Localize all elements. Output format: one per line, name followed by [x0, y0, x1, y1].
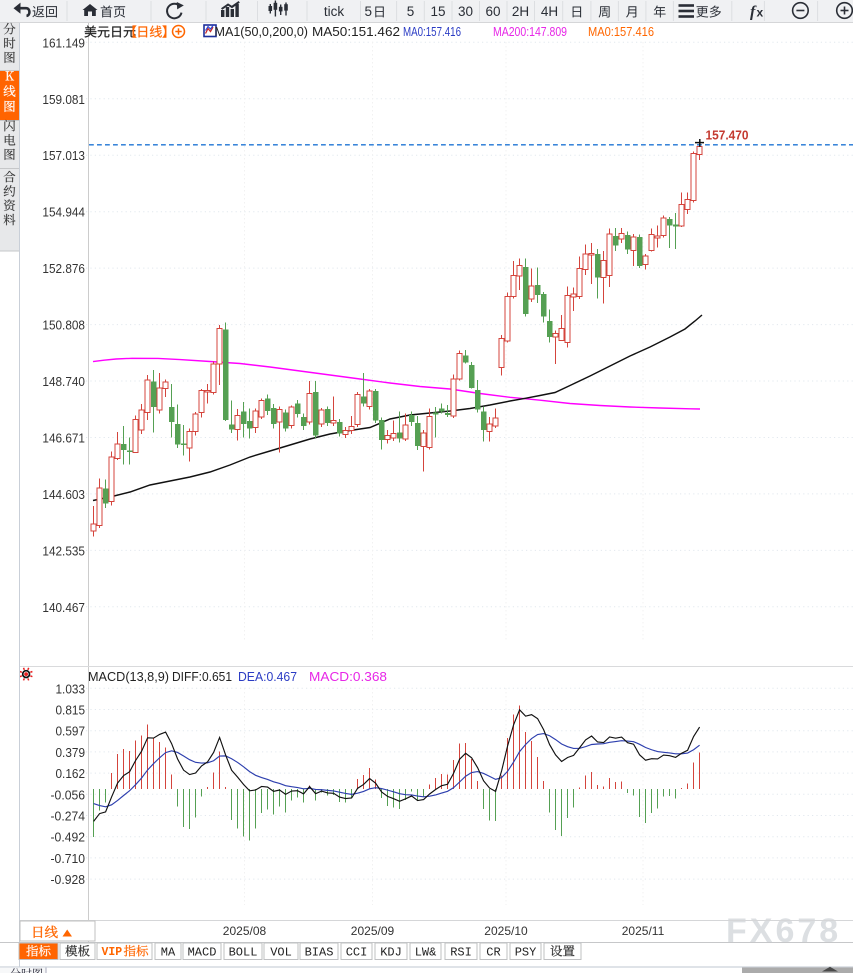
svg-text:144.603: 144.603: [42, 488, 85, 502]
svg-text:146.671: 146.671: [42, 432, 85, 446]
svg-text:30: 30: [458, 4, 473, 19]
svg-text:148.740: 148.740: [42, 375, 85, 389]
svg-text:15: 15: [430, 4, 445, 19]
svg-text:f: f: [750, 4, 757, 21]
svg-text:161.149: 161.149: [42, 36, 85, 50]
svg-text:DEA:0.467: DEA:0.467: [238, 669, 297, 684]
svg-text:157.470: 157.470: [706, 128, 749, 143]
svg-text:CCI: CCI: [346, 946, 368, 960]
svg-text:MA1(50,0,200,0): MA1(50,0,200,0): [215, 24, 309, 39]
svg-text:VIP: VIP: [102, 946, 123, 959]
svg-text:VOL: VOL: [270, 946, 292, 960]
svg-text:0.815: 0.815: [56, 704, 86, 718]
svg-text:5: 5: [364, 4, 372, 19]
svg-text:PSY: PSY: [515, 946, 537, 960]
svg-text:1.033: 1.033: [56, 682, 86, 696]
svg-text:-0.274: -0.274: [51, 810, 86, 824]
svg-text:-0.492: -0.492: [51, 831, 86, 845]
svg-text:tick: tick: [324, 4, 345, 19]
svg-text:4H: 4H: [541, 4, 558, 19]
svg-text:60: 60: [485, 4, 500, 19]
svg-text:2025/08: 2025/08: [223, 924, 267, 938]
svg-text:5: 5: [407, 4, 415, 19]
svg-text:157.013: 157.013: [42, 149, 85, 163]
svg-text:MA: MA: [161, 946, 176, 960]
svg-text:MA0:157.416: MA0:157.416: [403, 24, 461, 39]
svg-text:0.379: 0.379: [56, 746, 86, 760]
svg-text:-0.928: -0.928: [51, 873, 86, 887]
svg-text:2025/10: 2025/10: [484, 924, 528, 938]
svg-text:-0.056: -0.056: [51, 788, 86, 802]
svg-text:MACD(13,8,9): MACD(13,8,9): [88, 669, 169, 684]
svg-text:154.944: 154.944: [42, 206, 85, 220]
svg-text:BIAS: BIAS: [305, 946, 334, 960]
svg-text:140.467: 140.467: [42, 601, 85, 615]
svg-text:MACD:0.368: MACD:0.368: [309, 669, 387, 684]
svg-text:x: x: [757, 6, 764, 20]
svg-text:2H: 2H: [512, 4, 529, 19]
svg-text:142.535: 142.535: [42, 544, 85, 558]
svg-text:159.081: 159.081: [42, 93, 85, 107]
svg-text:BOLL: BOLL: [229, 946, 258, 960]
svg-text:152.876: 152.876: [42, 262, 85, 276]
svg-text:MA0:157.416: MA0:157.416: [588, 24, 654, 39]
svg-text:RSI: RSI: [450, 946, 472, 960]
svg-text:CR: CR: [486, 946, 500, 960]
svg-text:MA50:151.462: MA50:151.462: [312, 24, 400, 39]
svg-text:0.162: 0.162: [56, 767, 86, 781]
svg-text:150.808: 150.808: [42, 319, 85, 333]
svg-text:FX678: FX678: [726, 912, 841, 950]
svg-text:2025/11: 2025/11: [622, 924, 665, 938]
svg-text:2025/09: 2025/09: [351, 924, 395, 938]
svg-text:-0.710: -0.710: [51, 852, 86, 866]
svg-text:MACD: MACD: [188, 946, 217, 960]
svg-text:KDJ: KDJ: [380, 946, 402, 960]
svg-text:0.597: 0.597: [56, 725, 86, 739]
svg-text:MA200:147.809: MA200:147.809: [493, 24, 567, 39]
svg-text:DIFF:0.651: DIFF:0.651: [172, 669, 232, 684]
svg-text:LW&: LW&: [415, 946, 437, 960]
